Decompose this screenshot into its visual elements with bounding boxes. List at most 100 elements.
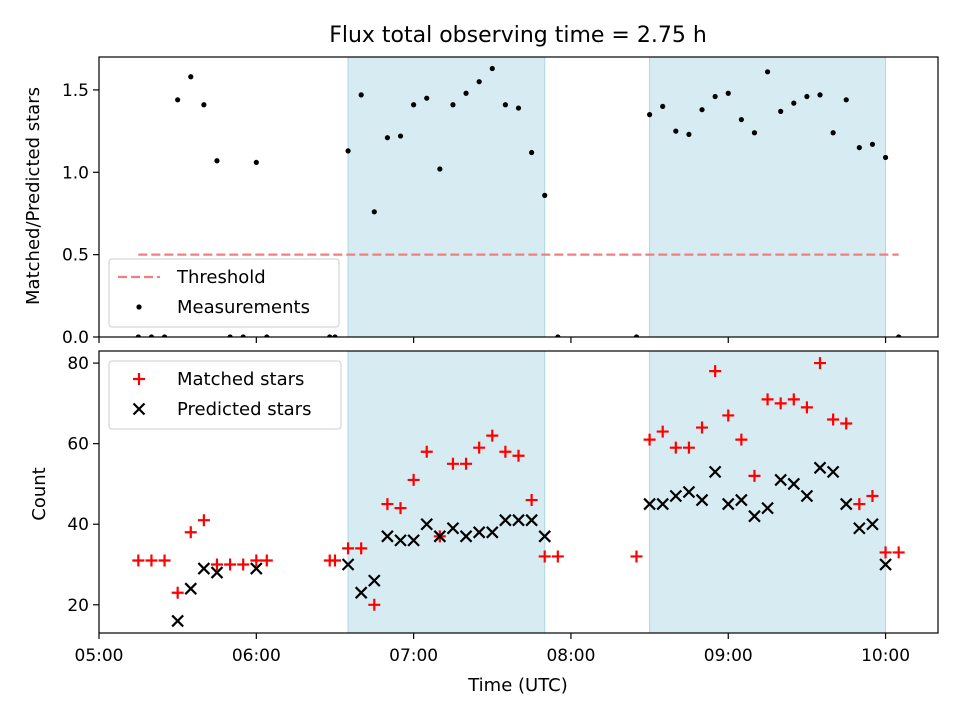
predicted-star-point [774, 473, 787, 487]
legend-threshold-label: Threshold [176, 267, 266, 288]
y-tick-label: 80 [67, 354, 89, 374]
predicted-star-point [394, 534, 407, 547]
matched-star-point [787, 393, 800, 406]
measurement-point [384, 135, 391, 141]
measurement-point [751, 130, 758, 136]
measurement-point [327, 334, 333, 337]
matched-star-point [381, 498, 394, 511]
matched-star-point [682, 441, 695, 454]
matched-star-point [525, 494, 538, 507]
x-tick-label: 07:00 [389, 646, 438, 666]
measurement-point [778, 108, 784, 114]
observing-window-1 [347, 56, 546, 338]
matched-star-point [722, 409, 735, 422]
measurement-point [515, 105, 522, 111]
measurement-point [529, 149, 535, 156]
matched-star-point [499, 445, 512, 458]
matched-star-point [460, 457, 473, 470]
measurement-point [424, 95, 430, 101]
series-predicted-stars [171, 461, 892, 628]
plot-area [135, 65, 902, 337]
x-tick-label: 10:00 [861, 646, 910, 666]
measurement-point [201, 102, 207, 108]
measurement-point [411, 102, 417, 108]
predicted-star-point [472, 526, 486, 539]
count-panel: 20 40 60 80 05:00 06:00 07:00 08:00 09:00 10:00 Ma… [67, 350, 939, 666]
measurement-point [843, 97, 849, 103]
chart-title: Flux total observing time = 2.75 h [329, 23, 707, 48]
legend-matched-label: Matched stars [177, 369, 304, 390]
matched-star-point [368, 598, 381, 611]
matched-star-point [446, 457, 459, 470]
predicted-star-point [433, 530, 447, 543]
series-matched-stars [132, 357, 905, 611]
measurement-point [371, 209, 377, 215]
matched-star-point [145, 554, 158, 567]
measurement-point [738, 116, 744, 123]
measurement-point [764, 69, 771, 75]
predicted-star-point [538, 530, 551, 543]
predicted-star-point [459, 530, 473, 543]
matched-star-point [512, 449, 525, 462]
matched-star-point [669, 441, 682, 454]
measurement-point [725, 90, 731, 96]
predicted-star-point [499, 513, 512, 527]
matched-star-point [827, 413, 840, 426]
matched-star-point [538, 550, 551, 563]
predicted-star-point [787, 477, 801, 491]
measurement-point [214, 158, 220, 164]
predicted-star-point [669, 489, 683, 503]
predicted-star-point [512, 513, 525, 527]
y-tick-label: 60 [67, 435, 89, 455]
matched-star-point [473, 441, 486, 454]
predicted-star-point [866, 517, 879, 531]
matched-star-point [184, 526, 197, 539]
matched-star-point [761, 393, 774, 406]
predicted-star-point [354, 586, 368, 599]
measurement-point [633, 334, 640, 337]
predicted-star-point [341, 558, 355, 571]
measurement-point [830, 130, 836, 136]
y-tick-label: 1.5 [62, 81, 89, 101]
observing-window-2 [649, 350, 887, 634]
measurement-point [345, 148, 351, 154]
measurement-point [135, 334, 141, 337]
matched-star-point [551, 550, 564, 563]
measurement-point [673, 128, 679, 134]
matched-star-point [328, 554, 341, 567]
y-tick-label: 0.5 [62, 246, 89, 266]
measurement-point [869, 141, 876, 147]
measurement-point [450, 102, 456, 108]
predicted-star-point [368, 574, 381, 587]
measurement-point [817, 92, 823, 98]
legend-box [108, 360, 342, 430]
predicted-star-point [735, 493, 748, 507]
measurement-point [555, 334, 561, 337]
plot-area [132, 357, 905, 628]
predicted-star-point [748, 509, 761, 523]
measurement-point [856, 144, 862, 151]
measurement-point [712, 93, 718, 100]
measurement-point [148, 334, 155, 337]
measurement-point [240, 334, 246, 337]
ratio-panel: 0.0 0.5 1.0 1.5 Threshold Measurements [62, 56, 939, 348]
predicted-star-point [420, 517, 434, 531]
predicted-star-point [826, 465, 840, 479]
matched-star-point [735, 433, 748, 446]
measurement-point [660, 103, 666, 110]
measurement-point [437, 166, 443, 172]
predicted-star-point [813, 461, 827, 475]
measurement-point [397, 133, 404, 139]
predicted-star-point [708, 465, 722, 479]
matched-star-point [486, 429, 499, 442]
predicted-star-point [250, 562, 263, 575]
matched-star-point [210, 558, 223, 571]
measurement-point [358, 92, 364, 98]
predicted-star-point [853, 521, 866, 535]
predicted-star-point [171, 614, 184, 628]
matched-star-point [158, 554, 171, 567]
matched-star-point [800, 401, 813, 414]
matched-star-point [866, 490, 879, 503]
predicted-star-point [486, 526, 499, 539]
measurement-point [253, 159, 259, 166]
